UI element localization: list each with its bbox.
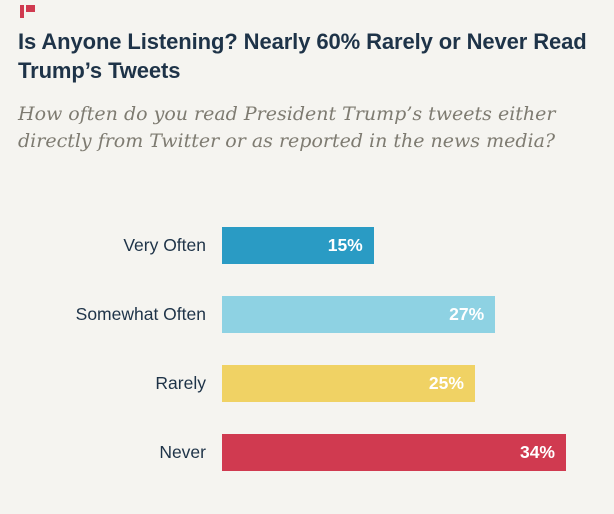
category-label-somewhat-often: Somewhat Often	[75, 304, 206, 325]
bar-row: Very Often 15%	[18, 227, 566, 265]
bar-chart: Very Often 15% Somewhat Often 27% Rarely…	[18, 227, 566, 472]
bar-track: 25%	[222, 365, 566, 403]
bar-never: 34%	[222, 434, 566, 472]
bar-rarely: 25%	[222, 365, 475, 403]
chart-subtitle: How often do you read President Trump’s …	[18, 103, 556, 153]
category-label-never: Never	[159, 442, 206, 463]
bar-row: Never 34%	[18, 434, 566, 472]
bar-somewhat-often: 27%	[222, 296, 496, 334]
category-label-very-often: Very Often	[123, 235, 206, 256]
bar-value-label: 34%	[519, 442, 555, 463]
bar-track: 15%	[222, 227, 566, 265]
bar-row: Rarely 25%	[18, 365, 566, 403]
bar-value-label: 15%	[327, 235, 363, 256]
bar-track: 27%	[222, 296, 566, 334]
bar-value-label: 27%	[449, 304, 485, 325]
bar-track: 34%	[222, 434, 566, 472]
chart-title: Is Anyone Listening? Nearly 60% Rarely o…	[18, 29, 587, 83]
bar-value-label: 25%	[428, 373, 464, 394]
logo-mark-icon	[18, 5, 40, 18]
category-label-rarely: Rarely	[155, 373, 206, 394]
bar-row: Somewhat Often 27%	[18, 296, 566, 334]
bar-very-often: 15%	[222, 227, 374, 265]
